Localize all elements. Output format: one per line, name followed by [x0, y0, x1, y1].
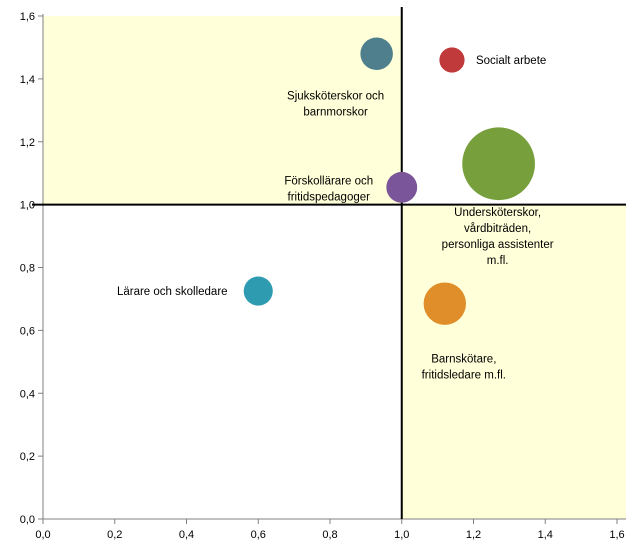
bubble-label-forskollarare-och-fritidspedagoger: Förskollärare och fritidspedagoger — [284, 175, 373, 203]
reference-lines — [32, 7, 626, 519]
y-tick-label: 0,4 — [20, 388, 35, 400]
bubble-socialt-arbete — [439, 47, 465, 73]
bubble-label-socialt-arbete: Socialt arbete — [476, 55, 546, 67]
shaded-quadrant-top-left — [43, 16, 402, 205]
bubble-barnskotare-fritidsledare-m-fl — [423, 282, 467, 325]
y-tick-label: 0,8 — [20, 263, 35, 275]
bubble-label-barnskotare-fritidsledare-m-fl: Barnskötare, fritidsledare m.fl. — [422, 354, 506, 382]
x-tick-label: 1,0 — [394, 529, 409, 541]
bubble-sjukskoterskor-och-barnmorskor — [360, 37, 393, 70]
y-tick-label: 1,2 — [20, 137, 35, 149]
bubble-larare-och-skolledare — [243, 276, 273, 306]
x-tick-label: 0,2 — [107, 529, 122, 541]
x-tick-label: 1,2 — [466, 529, 481, 541]
x-tick-label: 0,8 — [322, 529, 337, 541]
bubble-underskoterskor-vardbitraden-personliga-assistenter-m-fl — [462, 127, 535, 201]
x-tick-label: 0,4 — [179, 529, 194, 541]
y-tick-label: 0,6 — [20, 325, 35, 337]
x-tick-label: 1,4 — [538, 529, 553, 541]
y-tick-label: 1,4 — [20, 74, 35, 86]
y-tick-label: 0,2 — [20, 451, 35, 463]
bubble-forskollarare-och-fritidspedagoger — [386, 171, 418, 203]
bubble-label-sjukskoterskor-och-barnmorskor: Sjuksköterskor och barnmorskor — [287, 91, 384, 119]
bubble-label-larare-och-skolledare: Lärare och skolledare — [117, 286, 228, 298]
x-tick-label: 0,6 — [251, 529, 266, 541]
shaded-quadrant-bottom-right — [401, 204, 626, 519]
bubble-label-underskoterskor-vardbitraden-personliga-assistenter-m-fl: Undersköterskor, vårdbiträden, personliga … — [442, 207, 554, 267]
bubble-labels: Sjuksköterskor och barnmorskor Socialt arb… — [117, 55, 554, 382]
y-tick-label: 0,0 — [20, 514, 35, 526]
y-tick-label: 1,6 — [20, 11, 35, 23]
axes: 0,0 0,2 0,4 0,6 0,8 1,0 1,2 1,4 1,6 0,0 0,2 0,4 0,6 0… — [20, 11, 626, 541]
y-tick-label: 1,0 — [20, 200, 35, 212]
x-tick-label: 0,0 — [35, 529, 50, 541]
x-tick-label: 1,6 — [609, 529, 624, 541]
bubbles — [243, 37, 535, 325]
